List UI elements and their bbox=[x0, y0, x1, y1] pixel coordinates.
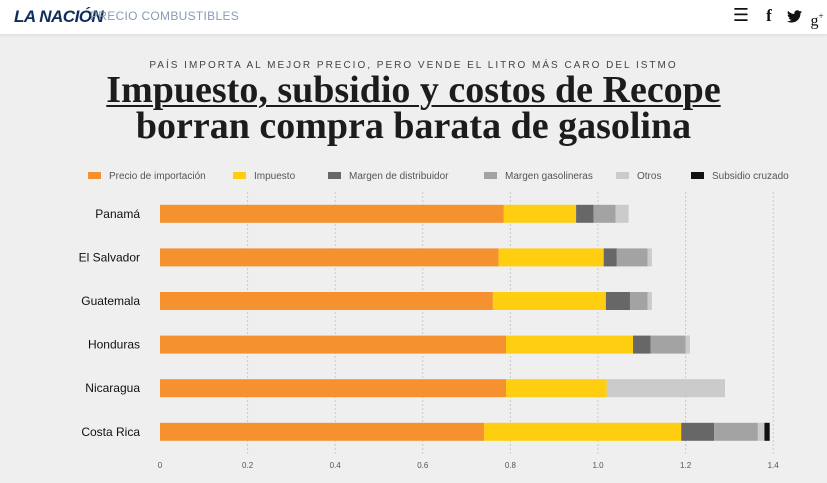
bar-segment bbox=[160, 248, 499, 267]
bar-segment bbox=[498, 248, 604, 267]
section-title[interactable]: PRECIO COMBUSTIBLES bbox=[90, 9, 240, 23]
bar-segment bbox=[506, 379, 607, 398]
bar-segment bbox=[492, 292, 606, 310]
bar-segment bbox=[681, 422, 715, 441]
bar-segment bbox=[685, 335, 690, 354]
legend-label: Precio de importación bbox=[109, 171, 206, 182]
chart-legend: Precio de importación Impuesto Margen de d… bbox=[88, 170, 808, 184]
category-label: Costa Rica bbox=[81, 425, 140, 439]
x-tick-label: 0 bbox=[158, 461, 163, 470]
category-label: El Salvador bbox=[79, 250, 140, 264]
legend-item: Margen gasolineras bbox=[484, 170, 593, 184]
category-label: Guatemala bbox=[81, 294, 140, 308]
x-tick-label: 0.4 bbox=[330, 461, 342, 470]
kicker: PAÍS IMPORTA AL MEJOR PRECIO, PERO VENDE… bbox=[149, 60, 678, 71]
x-tick-label: 0.6 bbox=[417, 461, 429, 470]
legend-swatch bbox=[328, 171, 341, 179]
bar-segment bbox=[605, 292, 630, 310]
bar-segment bbox=[593, 204, 616, 223]
legend-swatch bbox=[484, 171, 497, 179]
bar-segment bbox=[606, 379, 726, 398]
legend-swatch bbox=[616, 171, 629, 179]
bar-segment bbox=[615, 204, 629, 223]
x-tick-label: 1.0 bbox=[592, 461, 604, 470]
legend-item: Margen de distribuidor bbox=[328, 170, 449, 184]
bar-segment bbox=[503, 204, 577, 223]
x-tick-label: 0.2 bbox=[242, 461, 254, 470]
bar-segment bbox=[757, 422, 765, 441]
facebook-icon[interactable]: f bbox=[766, 6, 772, 25]
bar-segment bbox=[506, 335, 634, 354]
x-tick-label: 0.8 bbox=[505, 461, 517, 470]
category-label: Honduras bbox=[88, 338, 140, 352]
x-tick-label: 1.4 bbox=[768, 461, 780, 470]
bar-segment bbox=[647, 292, 652, 310]
bar-segment bbox=[576, 204, 594, 223]
legend-label: Otros bbox=[637, 171, 662, 182]
bar-segment bbox=[484, 422, 682, 441]
legend-swatch bbox=[233, 171, 246, 179]
bar-segment bbox=[160, 204, 504, 223]
google-plus-icon[interactable]: g+ bbox=[810, 11, 824, 30]
x-tick-label: 1.2 bbox=[680, 461, 692, 470]
category-label: Nicaragua bbox=[85, 381, 140, 395]
bar-segment bbox=[650, 335, 686, 354]
legend-label: Margen gasolineras bbox=[505, 171, 593, 182]
bar-segment bbox=[160, 379, 507, 398]
top-bar: LA NACIÓN PRECIO COMBUSTIBLES ☰ f g+ bbox=[0, 0, 827, 35]
bar-segment bbox=[616, 248, 648, 267]
headline-line-1: Impuesto, subsidio y costos de Recope bbox=[106, 69, 721, 111]
legend-label: Margen de distribuidor bbox=[349, 171, 449, 182]
bar-segment bbox=[603, 248, 617, 267]
bar-segment bbox=[714, 422, 758, 441]
legend-swatch bbox=[691, 171, 704, 179]
bar-segment bbox=[629, 292, 648, 310]
bar-segment bbox=[160, 422, 485, 441]
category-label: Panamá bbox=[95, 207, 140, 221]
bar-segment bbox=[647, 248, 652, 267]
stacked-bar-chart: 0 0.2 0.4 0.6 0.8 1.0 1.2 1.4 Panamá El Salvador G… bbox=[79, 192, 780, 470]
legend-item: Otros bbox=[616, 170, 661, 184]
legend-item: Subsidio cruzado bbox=[691, 170, 789, 184]
headline: Impuesto, subsidio y costos de Recope bo… bbox=[0, 69, 827, 147]
legend-label: Subsidio cruzado bbox=[712, 171, 789, 182]
bar-segment bbox=[633, 335, 651, 354]
legend-swatch bbox=[88, 171, 101, 179]
legend-label: Impuesto bbox=[254, 171, 296, 182]
legend-item: Precio de importación bbox=[88, 170, 206, 184]
menu-icon[interactable]: ☰ bbox=[732, 5, 750, 26]
bar-segment bbox=[764, 422, 770, 441]
logo[interactable]: LA NACIÓN bbox=[14, 7, 104, 26]
headline-line-2: borran compra barata de gasolina bbox=[135, 105, 692, 147]
legend-item: Impuesto bbox=[233, 170, 295, 184]
bar-segment bbox=[160, 335, 507, 354]
twitter-icon[interactable] bbox=[786, 6, 802, 26]
bar-segment bbox=[160, 292, 493, 310]
